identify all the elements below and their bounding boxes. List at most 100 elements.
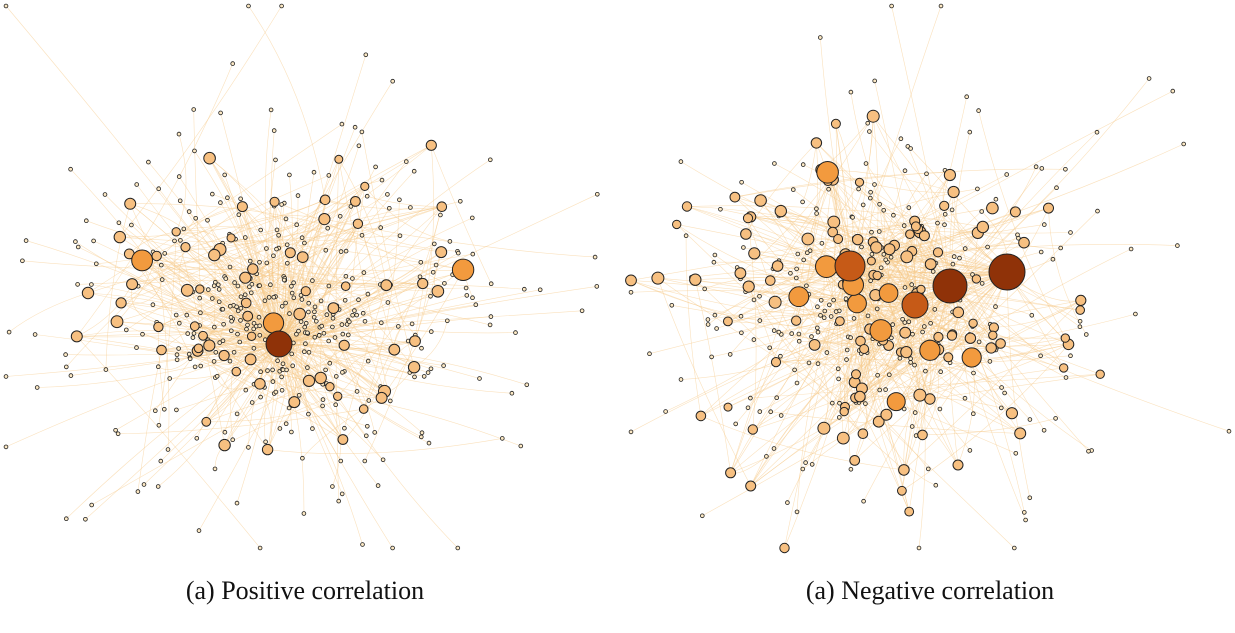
network-edge bbox=[745, 233, 844, 285]
network-node-small bbox=[270, 379, 276, 384]
network-node-small bbox=[242, 292, 248, 298]
network-node-small bbox=[238, 294, 244, 300]
network-node-small bbox=[360, 310, 366, 316]
network-edge bbox=[702, 347, 992, 517]
network-node-medium bbox=[870, 241, 883, 254]
network-edge bbox=[901, 264, 931, 491]
network-node-medium bbox=[254, 378, 266, 390]
network-node-small bbox=[345, 332, 351, 338]
network-node-small bbox=[869, 229, 874, 235]
network-edge bbox=[874, 80, 918, 295]
network-node-small bbox=[1094, 129, 1100, 135]
network-edge bbox=[361, 131, 415, 368]
network-node-large bbox=[816, 161, 839, 184]
network-node-medium bbox=[1005, 407, 1018, 420]
network-edge bbox=[905, 332, 1002, 388]
network-node-small bbox=[135, 489, 141, 494]
network-edge bbox=[132, 283, 343, 335]
network-edge bbox=[849, 244, 1178, 267]
network-node-small bbox=[901, 406, 907, 412]
network-node-medium bbox=[933, 331, 944, 343]
network-node-small bbox=[385, 300, 391, 305]
network-node-medium bbox=[1014, 427, 1027, 440]
network-node-small bbox=[228, 314, 234, 320]
network-node-medium bbox=[910, 221, 921, 232]
network-node-small bbox=[865, 313, 871, 319]
network-node-small bbox=[156, 422, 162, 428]
network-node-small bbox=[628, 429, 634, 435]
network-edge bbox=[730, 310, 840, 473]
network-node-small bbox=[844, 347, 850, 353]
network-node-small bbox=[276, 233, 281, 238]
network-node-small bbox=[1068, 353, 1073, 359]
network-edge bbox=[745, 291, 918, 313]
network-edge bbox=[695, 279, 731, 473]
network-node-small bbox=[875, 372, 880, 378]
network-node-small bbox=[794, 275, 799, 281]
network-node-small bbox=[251, 345, 257, 351]
network-edge bbox=[657, 277, 879, 422]
network-node-small bbox=[809, 334, 814, 339]
network-node-small bbox=[264, 260, 270, 266]
network-edge bbox=[851, 116, 874, 217]
network-edge bbox=[344, 285, 387, 429]
network-node-small bbox=[733, 421, 738, 427]
network-node-small bbox=[234, 500, 240, 506]
network-node-small bbox=[330, 324, 335, 330]
network-node-small bbox=[488, 314, 494, 319]
network-node-small bbox=[804, 283, 809, 289]
network-node-small bbox=[916, 545, 922, 551]
network-node-medium bbox=[201, 416, 212, 427]
network-node-medium bbox=[866, 109, 880, 123]
network-node-small bbox=[289, 351, 295, 357]
network-node-small bbox=[1027, 495, 1033, 501]
network-node-small bbox=[794, 380, 800, 386]
network-edge bbox=[5, 343, 280, 377]
network-node-small bbox=[306, 300, 312, 306]
network-node-small bbox=[851, 316, 857, 321]
network-node-small bbox=[337, 214, 343, 219]
network-node-small bbox=[700, 513, 705, 519]
network-node-small bbox=[518, 443, 524, 449]
network-node-small bbox=[34, 385, 40, 390]
network-edge bbox=[957, 357, 975, 466]
network-node-medium bbox=[218, 438, 231, 452]
network-node-small bbox=[592, 254, 598, 260]
network-node-small bbox=[68, 166, 73, 172]
network-node-small bbox=[1068, 230, 1073, 235]
network-node-small bbox=[287, 172, 292, 178]
network-node-small bbox=[210, 296, 215, 301]
network-node-small bbox=[364, 423, 370, 429]
network-node-medium bbox=[672, 219, 682, 230]
network-node-small bbox=[815, 361, 821, 367]
network-node-medium bbox=[247, 263, 259, 275]
network-node-small bbox=[197, 295, 203, 301]
network-node-medium bbox=[883, 243, 896, 256]
network-node-small bbox=[891, 212, 896, 218]
network-node-small bbox=[788, 270, 793, 276]
network-node-small bbox=[146, 159, 151, 165]
network-node-small bbox=[185, 331, 191, 336]
network-edge bbox=[685, 235, 702, 416]
network-node-small bbox=[162, 251, 168, 256]
network-node-small bbox=[365, 358, 371, 364]
network-node-small bbox=[924, 171, 929, 177]
network-node-small bbox=[976, 339, 982, 345]
network-edge bbox=[780, 304, 916, 357]
network-edge bbox=[750, 350, 860, 487]
network-node-small bbox=[212, 466, 218, 472]
network-node-small bbox=[390, 545, 395, 551]
network-node-medium bbox=[171, 227, 181, 237]
network-node-small bbox=[346, 319, 352, 325]
network-edge bbox=[817, 363, 829, 429]
network-edge bbox=[780, 210, 847, 301]
network-node-small bbox=[190, 335, 196, 340]
network-node-small bbox=[238, 318, 243, 323]
network-node-small bbox=[886, 372, 892, 378]
network-node-small bbox=[3, 374, 9, 379]
network-edge bbox=[206, 391, 358, 423]
network-node-small bbox=[1011, 545, 1017, 551]
network-edge bbox=[137, 349, 162, 492]
network-node-small bbox=[313, 318, 319, 324]
network-edge bbox=[251, 204, 282, 337]
